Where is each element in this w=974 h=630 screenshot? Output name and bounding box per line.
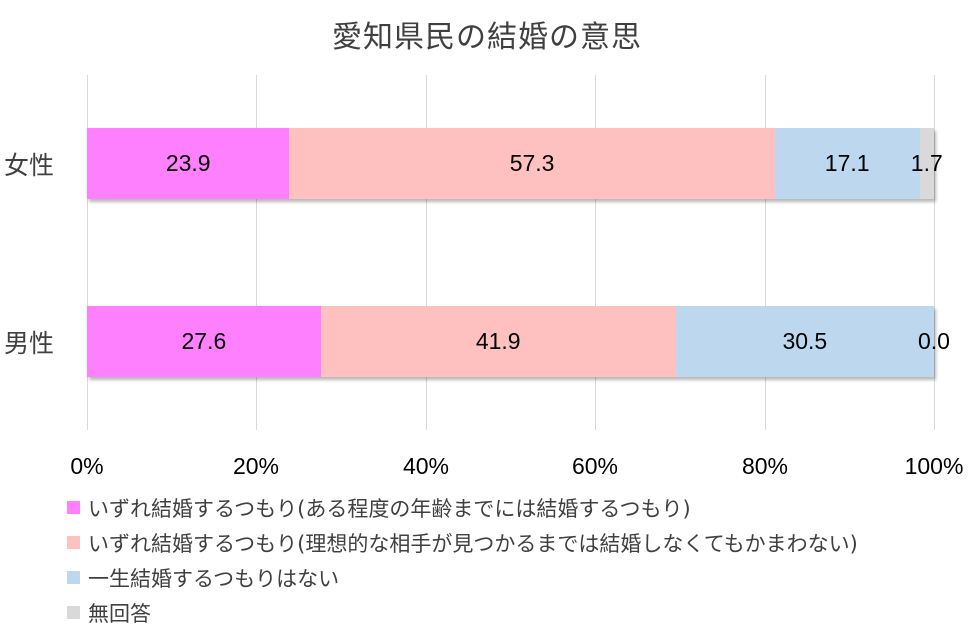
- legend-label: 一生結婚するつもりはない: [88, 566, 340, 591]
- data-label: 57.3: [509, 150, 555, 176]
- segment-women-until-ideal: 57.3: [289, 128, 775, 199]
- legend-swatch-icon: [67, 536, 80, 549]
- legend-item: 一生結婚するつもりはない: [67, 560, 858, 595]
- gridline-60: [595, 75, 596, 430]
- data-label: 23.9: [165, 150, 211, 176]
- data-label: 27.6: [181, 328, 227, 354]
- legend-label: いずれ結婚するつもり(ある程度の年齢までには結婚するつもり): [88, 496, 691, 521]
- category-label-women: 女性: [4, 151, 55, 180]
- segment-women-by-age: 23.9: [87, 128, 290, 199]
- data-label: 30.5: [782, 328, 828, 354]
- bar-women: 23.9 57.3 17.1 1.7: [87, 128, 943, 199]
- category-label-men: 男性: [4, 329, 55, 358]
- legend-label: 無回答: [88, 601, 151, 626]
- data-label: 17.1: [824, 150, 870, 176]
- segment-men-until-ideal: 41.9: [320, 306, 676, 377]
- gridline-0: [87, 75, 88, 430]
- x-tick-label: 20%: [232, 453, 280, 479]
- legend-swatch-icon: [67, 571, 80, 584]
- gridline-80: [765, 75, 766, 430]
- x-tick-label: 40%: [402, 453, 450, 479]
- gridline-40: [426, 75, 427, 430]
- data-label: 41.9: [475, 328, 521, 354]
- segment-men-by-age: 27.6: [87, 306, 321, 377]
- gridline-100: [934, 75, 935, 430]
- plot-area: 23.9 57.3 17.1 1.7 27.6 41.9 30.5 0.0: [87, 75, 950, 430]
- x-tick-label: 100%: [904, 453, 964, 479]
- data-label: 0.0: [917, 328, 950, 354]
- x-tick-label: 0%: [70, 453, 104, 479]
- data-label: 1.7: [910, 150, 943, 176]
- legend-item: いずれ結婚するつもり(理想的な相手が見つかるまでは結婚しなくてもかまわない): [67, 525, 858, 560]
- gridline-20: [256, 75, 257, 430]
- segment-women-no-answer: 1.7: [911, 128, 943, 199]
- legend-swatch-icon: [67, 606, 80, 619]
- legend-swatch-icon: [67, 501, 80, 514]
- segment-women-never: 17.1: [774, 128, 920, 199]
- x-tick-label: 80%: [741, 453, 789, 479]
- bar-men: 27.6 41.9 30.5 0.0: [87, 306, 950, 377]
- x-tick-label: 60%: [571, 453, 619, 479]
- legend-label: いずれ結婚するつもり(理想的な相手が見つかるまでは結婚しなくてもかまわない): [88, 531, 858, 556]
- chart-title: 愛知県民の結婚の意思: [332, 20, 642, 55]
- segment-men-never: 30.5: [675, 306, 934, 377]
- legend-item: いずれ結婚するつもり(ある程度の年齢までには結婚するつもり): [67, 490, 858, 525]
- legend-item: 無回答: [67, 595, 858, 630]
- legend: いずれ結婚するつもり(ある程度の年齢までには結婚するつもり) いずれ結婚するつも…: [67, 490, 858, 630]
